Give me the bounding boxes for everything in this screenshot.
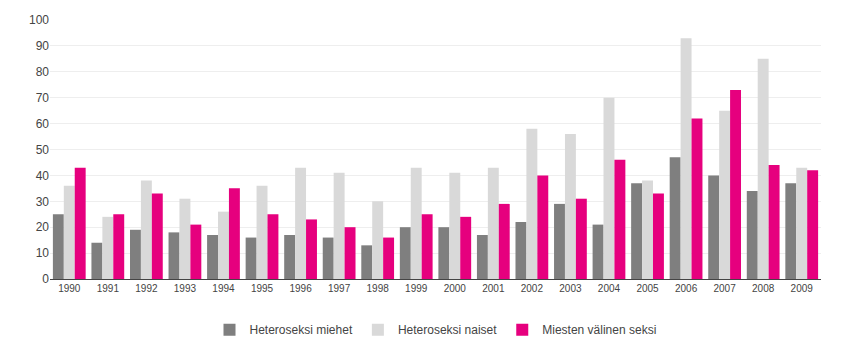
- svg-text:2005: 2005: [636, 283, 659, 294]
- svg-text:60: 60: [36, 117, 50, 131]
- svg-text:1990: 1990: [58, 283, 81, 294]
- svg-text:1994: 1994: [212, 283, 235, 294]
- svg-text:1999: 1999: [405, 283, 428, 294]
- svg-text:40: 40: [36, 169, 50, 183]
- svg-text:30: 30: [36, 195, 50, 209]
- svg-text:1991: 1991: [97, 283, 120, 294]
- svg-text:1997: 1997: [328, 283, 351, 294]
- svg-text:80: 80: [36, 65, 50, 79]
- svg-text:Heteroseksi miehet: Heteroseksi miehet: [250, 323, 353, 337]
- svg-text:2007: 2007: [713, 283, 736, 294]
- svg-text:2000: 2000: [444, 283, 467, 294]
- svg-text:100: 100: [29, 13, 49, 27]
- svg-text:1993: 1993: [174, 283, 197, 294]
- svg-text:10: 10: [36, 246, 50, 260]
- svg-text:1995: 1995: [251, 283, 274, 294]
- svg-text:20: 20: [36, 220, 50, 234]
- svg-text:2004: 2004: [598, 283, 621, 294]
- svg-text:2002: 2002: [521, 283, 544, 294]
- svg-text:1992: 1992: [135, 283, 158, 294]
- svg-text:2001: 2001: [482, 283, 505, 294]
- svg-text:2003: 2003: [559, 283, 582, 294]
- svg-text:1998: 1998: [367, 283, 390, 294]
- svg-text:0: 0: [42, 272, 49, 286]
- svg-text:2008: 2008: [752, 283, 775, 294]
- svg-text:2006: 2006: [675, 283, 698, 294]
- svg-text:Miesten välinen seksi: Miesten välinen seksi: [542, 323, 656, 337]
- svg-text:50: 50: [36, 143, 50, 157]
- svg-text:1996: 1996: [289, 283, 312, 294]
- svg-text:Heteroseksi naiset: Heteroseksi naiset: [398, 323, 497, 337]
- svg-text:90: 90: [36, 39, 50, 53]
- svg-text:70: 70: [36, 91, 50, 105]
- svg-text:2009: 2009: [791, 283, 814, 294]
